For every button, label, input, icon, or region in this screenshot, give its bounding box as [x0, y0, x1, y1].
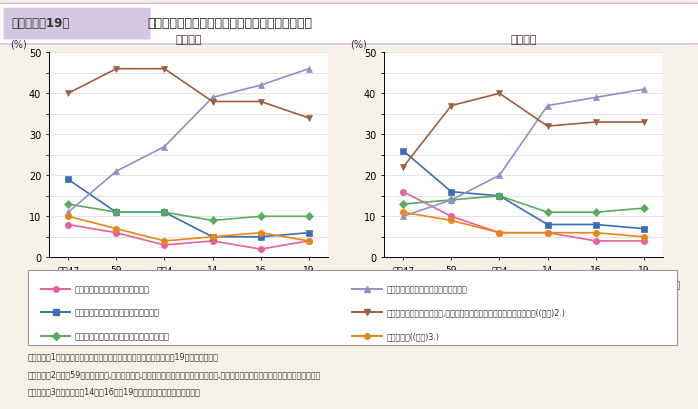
Text: 結婚するまでは職業をもつほうがよい: 結婚するまでは職業をもつほうがよい — [75, 308, 160, 317]
Text: わからない((備考)3.): わからない((備考)3.) — [386, 331, 439, 340]
FancyBboxPatch shape — [28, 270, 677, 346]
Text: 2．昭和59年の設問では,「職業をもち,結婚や出産などで一時期家庭に入り,育児が終わると再び職業をもつほうがよい」。: 2．昭和59年の設問では,「職業をもち,結婚や出産などで一時期家庭に入り,育児が… — [28, 369, 321, 378]
Text: （備考）　1．内閣府「男女共同参画社会に関する世論調査」（平成19年）より作成。: （備考） 1．内閣府「男女共同参画社会に関する世論調査」（平成19年）より作成。 — [28, 352, 218, 361]
Text: 子供ができるまでは職業をもつほうがよい: 子供ができるまでは職業をもつほうがよい — [75, 331, 170, 340]
Text: 女性は職業をもたないほうがよい: 女性は職業をもたないほうがよい — [75, 284, 149, 293]
Text: 子供ができてもずっと職業をつづける: 子供ができてもずっと職業をつづける — [386, 284, 467, 293]
Text: (%): (%) — [350, 39, 367, 49]
Text: （年）: （年） — [329, 280, 345, 289]
Text: 3．平成４年，14年，16年，19年は「その他・わからない」。: 3．平成４年，14年，16年，19年は「その他・わからない」。 — [28, 387, 201, 396]
FancyBboxPatch shape — [3, 9, 151, 40]
Text: 〈女性〉: 〈女性〉 — [175, 35, 202, 45]
Text: （年）: （年） — [664, 280, 680, 289]
Text: (%): (%) — [10, 39, 27, 49]
Text: 子供ができたら職業をやめ,大きくなったら再び職業をもつほうがよい((備考)2.): 子供ができたら職業をやめ,大きくなったら再び職業をもつほうがよい((備考)2.) — [386, 308, 565, 317]
Text: 女性が職業を持つことについての考え（性別）: 女性が職業を持つことについての考え（性別） — [147, 17, 312, 30]
Text: 第１－特－19図: 第１－特－19図 — [12, 17, 70, 30]
FancyBboxPatch shape — [0, 4, 698, 45]
Text: 〈男性〉: 〈男性〉 — [510, 35, 537, 45]
